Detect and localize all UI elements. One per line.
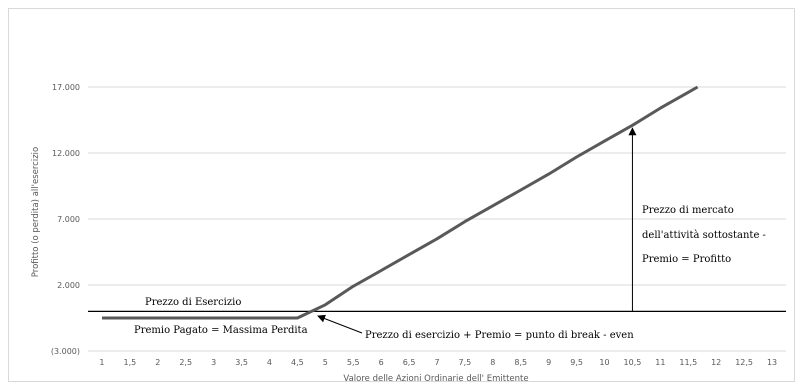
break-even-label: Prezzo di esercizio + Premio = punto di … <box>365 330 634 341</box>
profit-label-line-1: Prezzo di mercato <box>642 205 734 216</box>
x-tick-label: 11,5 <box>679 358 697 367</box>
x-tick-label: 11 <box>655 358 665 367</box>
x-tick-label: 12 <box>711 358 721 367</box>
y-tick-label: 2.000 <box>57 281 80 290</box>
x-tick-label: 3,5 <box>235 358 248 367</box>
x-tick-label: 5 <box>323 358 328 367</box>
x-tick-label: 4 <box>267 358 272 367</box>
x-tick-label: 6 <box>379 358 384 367</box>
x-tick-label: 1,5 <box>124 358 137 367</box>
y-tick-label: 7.000 <box>57 215 80 224</box>
y-tick-label: (3.000) <box>51 347 80 356</box>
x-tick-label: 9 <box>546 358 551 367</box>
y-tick-label: 17.000 <box>52 83 80 92</box>
chart-frame <box>8 8 795 382</box>
x-tick-label: 7 <box>434 358 439 367</box>
break-even-arrow <box>317 314 363 334</box>
x-tick-label: 1 <box>99 358 104 367</box>
x-tick-label: 2,5 <box>179 358 192 367</box>
x-tick-label: 4,5 <box>291 358 304 367</box>
x-tick-label: 5,5 <box>347 358 360 367</box>
x-tick-label: 9,5 <box>570 358 583 367</box>
max-loss-label: Premio Pagato = Massima Perdita <box>134 325 308 336</box>
y-axis-title: Profitto (o perdita) all'esercizio <box>31 147 41 277</box>
x-tick-label: 7,5 <box>459 358 472 367</box>
x-tick-label: 8 <box>490 358 495 367</box>
x-tick-label: 12,5 <box>735 358 753 367</box>
x-tick-label: 10 <box>599 358 609 367</box>
x-tick-label: 3 <box>211 358 216 367</box>
profit-line <box>102 85 699 320</box>
profit-label-line-3: Premio = Profitto <box>642 254 731 265</box>
profit-label-line-2: dell'attività sottostante - <box>642 230 766 241</box>
x-axis-title: Valore delle Azioni Ordinarie dell' Emit… <box>343 374 528 384</box>
strike-price-label: Prezzo di Esercizio <box>145 297 241 308</box>
x-tick-label: 8,5 <box>514 358 527 367</box>
x-tick-label: 2 <box>155 358 160 367</box>
y-tick-label: 12.000 <box>52 149 80 158</box>
x-tick-label: 10,5 <box>624 358 642 367</box>
x-tick-label: 13 <box>767 358 777 367</box>
x-tick-label: 6,5 <box>403 358 416 367</box>
